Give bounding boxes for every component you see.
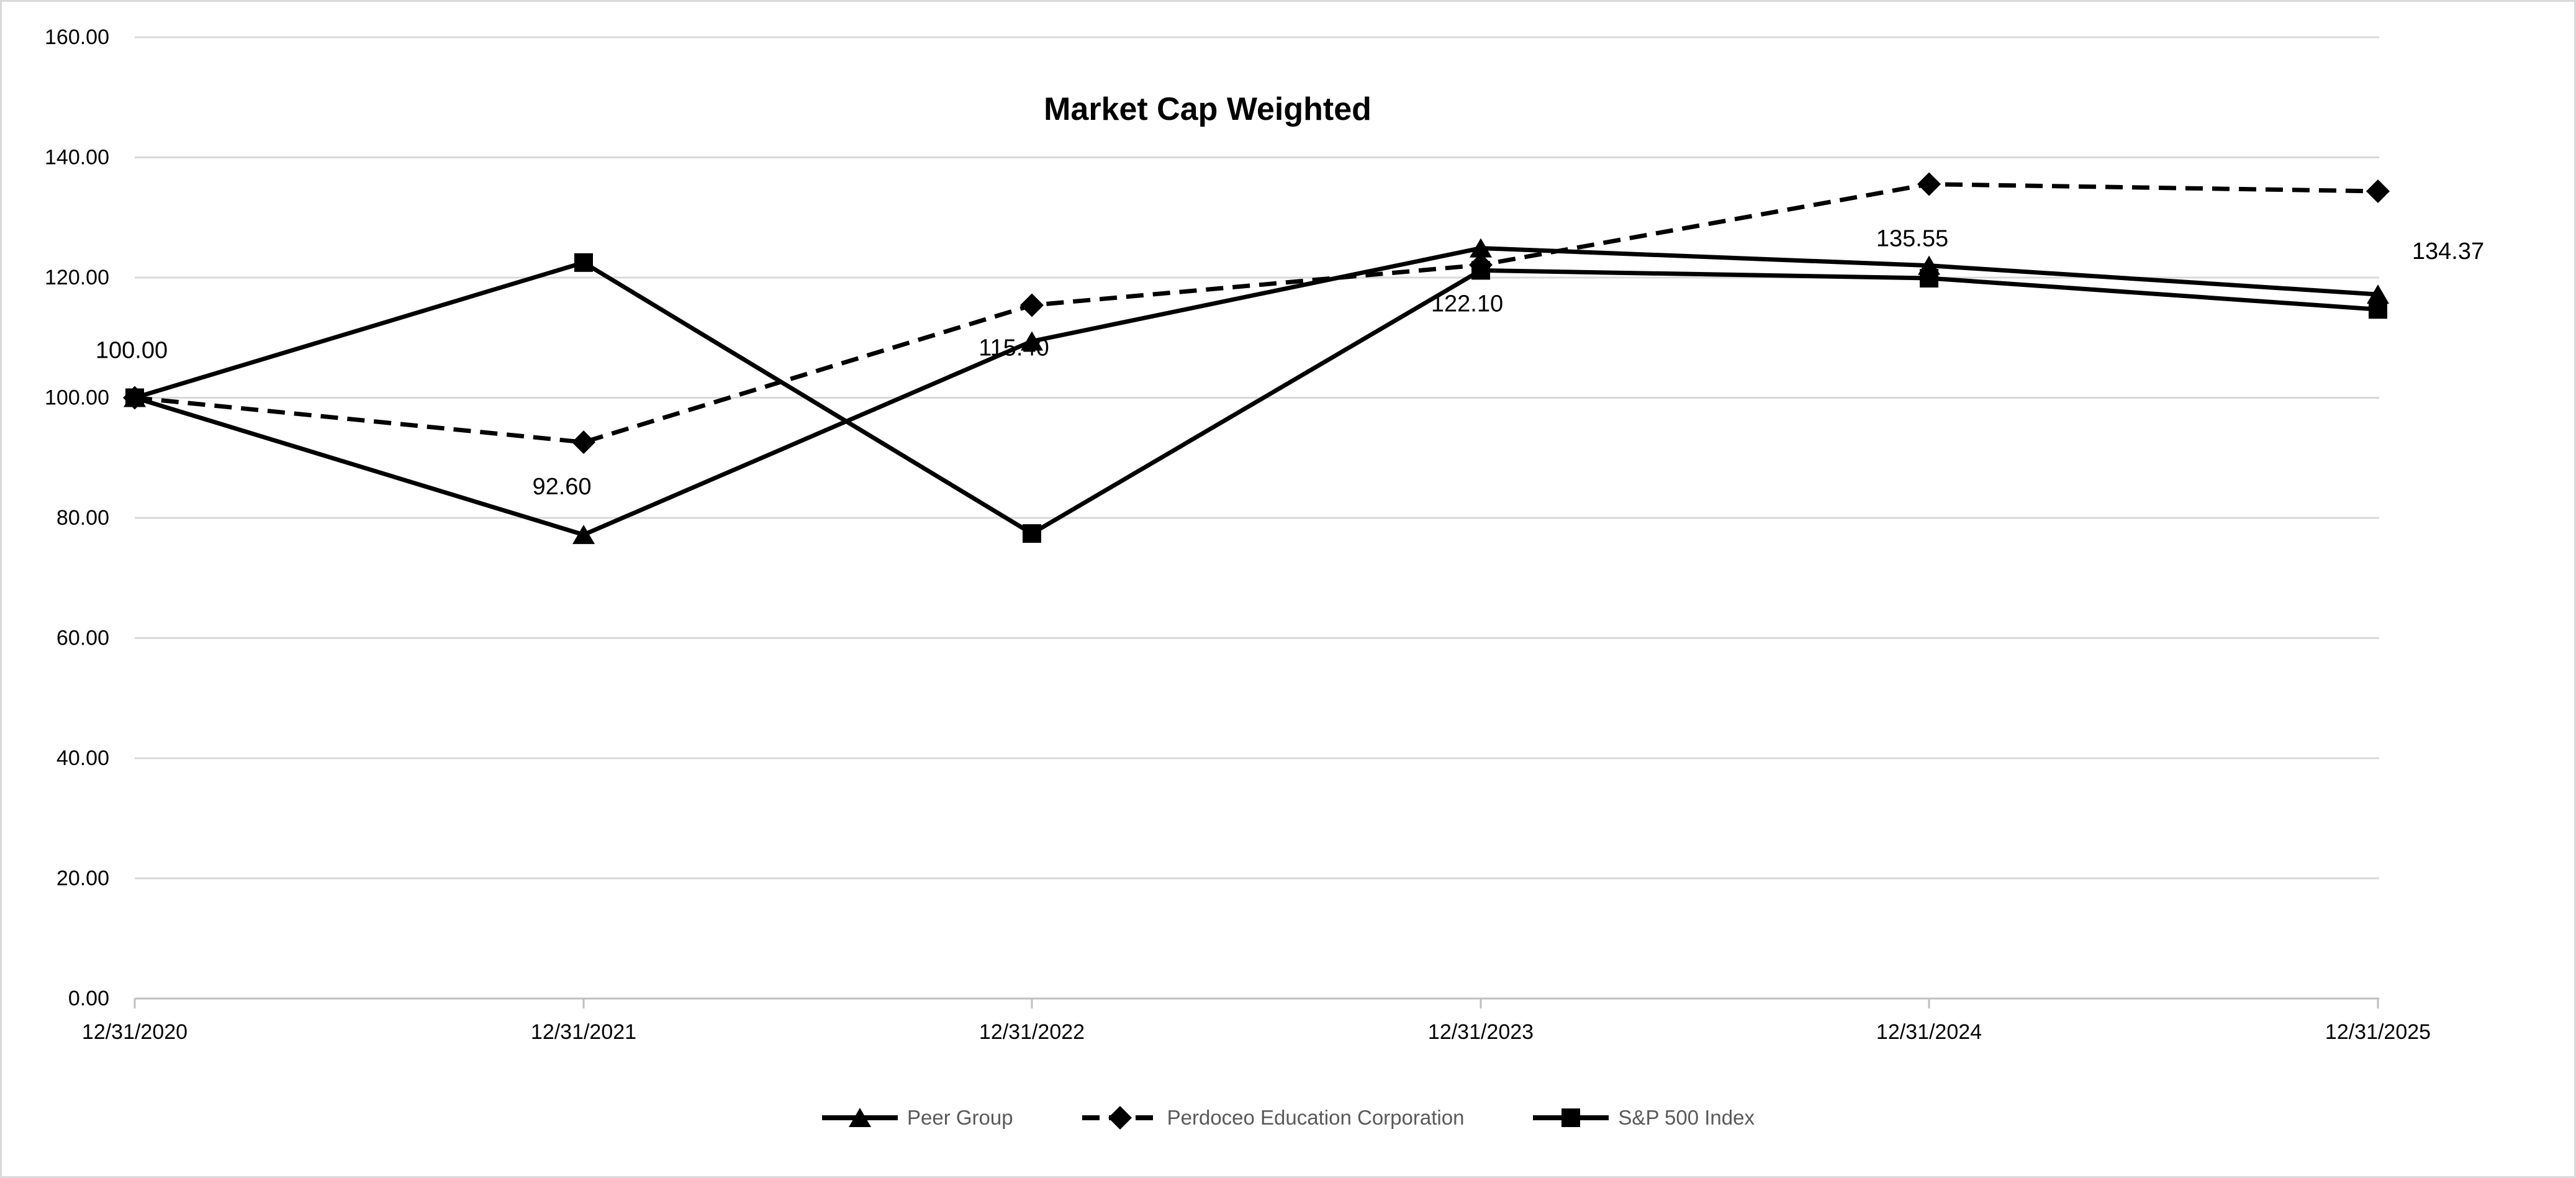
- svg-text:100.00: 100.00: [96, 338, 168, 364]
- svg-text:20.00: 20.00: [56, 867, 109, 890]
- svg-text:122.10: 122.10: [1431, 291, 1503, 317]
- legend-label-perdoceo: Perdoceo Education Corporation: [1167, 1106, 1465, 1129]
- svg-text:12/31/2025: 12/31/2025: [2325, 1020, 2431, 1044]
- svg-text:12/31/2020: 12/31/2020: [82, 1020, 188, 1044]
- svg-text:60.00: 60.00: [56, 627, 109, 650]
- svg-text:100.00: 100.00: [45, 386, 109, 410]
- svg-text:135.55: 135.55: [1876, 226, 1948, 252]
- svg-text:160.00: 160.00: [45, 25, 109, 49]
- legend: Peer Group Perdoceo Education Corporatio…: [0, 1103, 2576, 1133]
- svg-text:140.00: 140.00: [45, 146, 109, 170]
- svg-text:12/31/2021: 12/31/2021: [531, 1020, 636, 1044]
- sp500-line-square-marker-icon: [1533, 1108, 1609, 1127]
- legend-label-sp500: S&P 500 Index: [1618, 1106, 1755, 1129]
- svg-text:40.00: 40.00: [56, 746, 109, 770]
- svg-text:134.37: 134.37: [2412, 238, 2484, 265]
- svg-text:0.00: 0.00: [68, 987, 109, 1010]
- legend-entry-sp500: S&P 500 Index: [1532, 1103, 1755, 1133]
- legend-label-peer-group: Peer Group: [907, 1106, 1013, 1129]
- svg-text:120.00: 120.00: [45, 266, 109, 289]
- legend-entry-perdoceo: Perdoceo Education Corporation: [1082, 1103, 1465, 1133]
- svg-text:12/31/2024: 12/31/2024: [1876, 1020, 1982, 1044]
- perdoceo-dashed-line-diamond-marker-icon: [1082, 1106, 1158, 1130]
- peer-group-line-triangle-marker-icon: [822, 1108, 898, 1127]
- svg-text:92.60: 92.60: [532, 474, 591, 500]
- legend-entry-peer-group: Peer Group: [821, 1103, 1013, 1133]
- svg-text:80.00: 80.00: [56, 506, 109, 530]
- svg-text:12/31/2023: 12/31/2023: [1428, 1020, 1534, 1044]
- svg-text:12/31/2022: 12/31/2022: [979, 1020, 1085, 1044]
- chart-title: Market Cap Weighted: [1044, 91, 1372, 127]
